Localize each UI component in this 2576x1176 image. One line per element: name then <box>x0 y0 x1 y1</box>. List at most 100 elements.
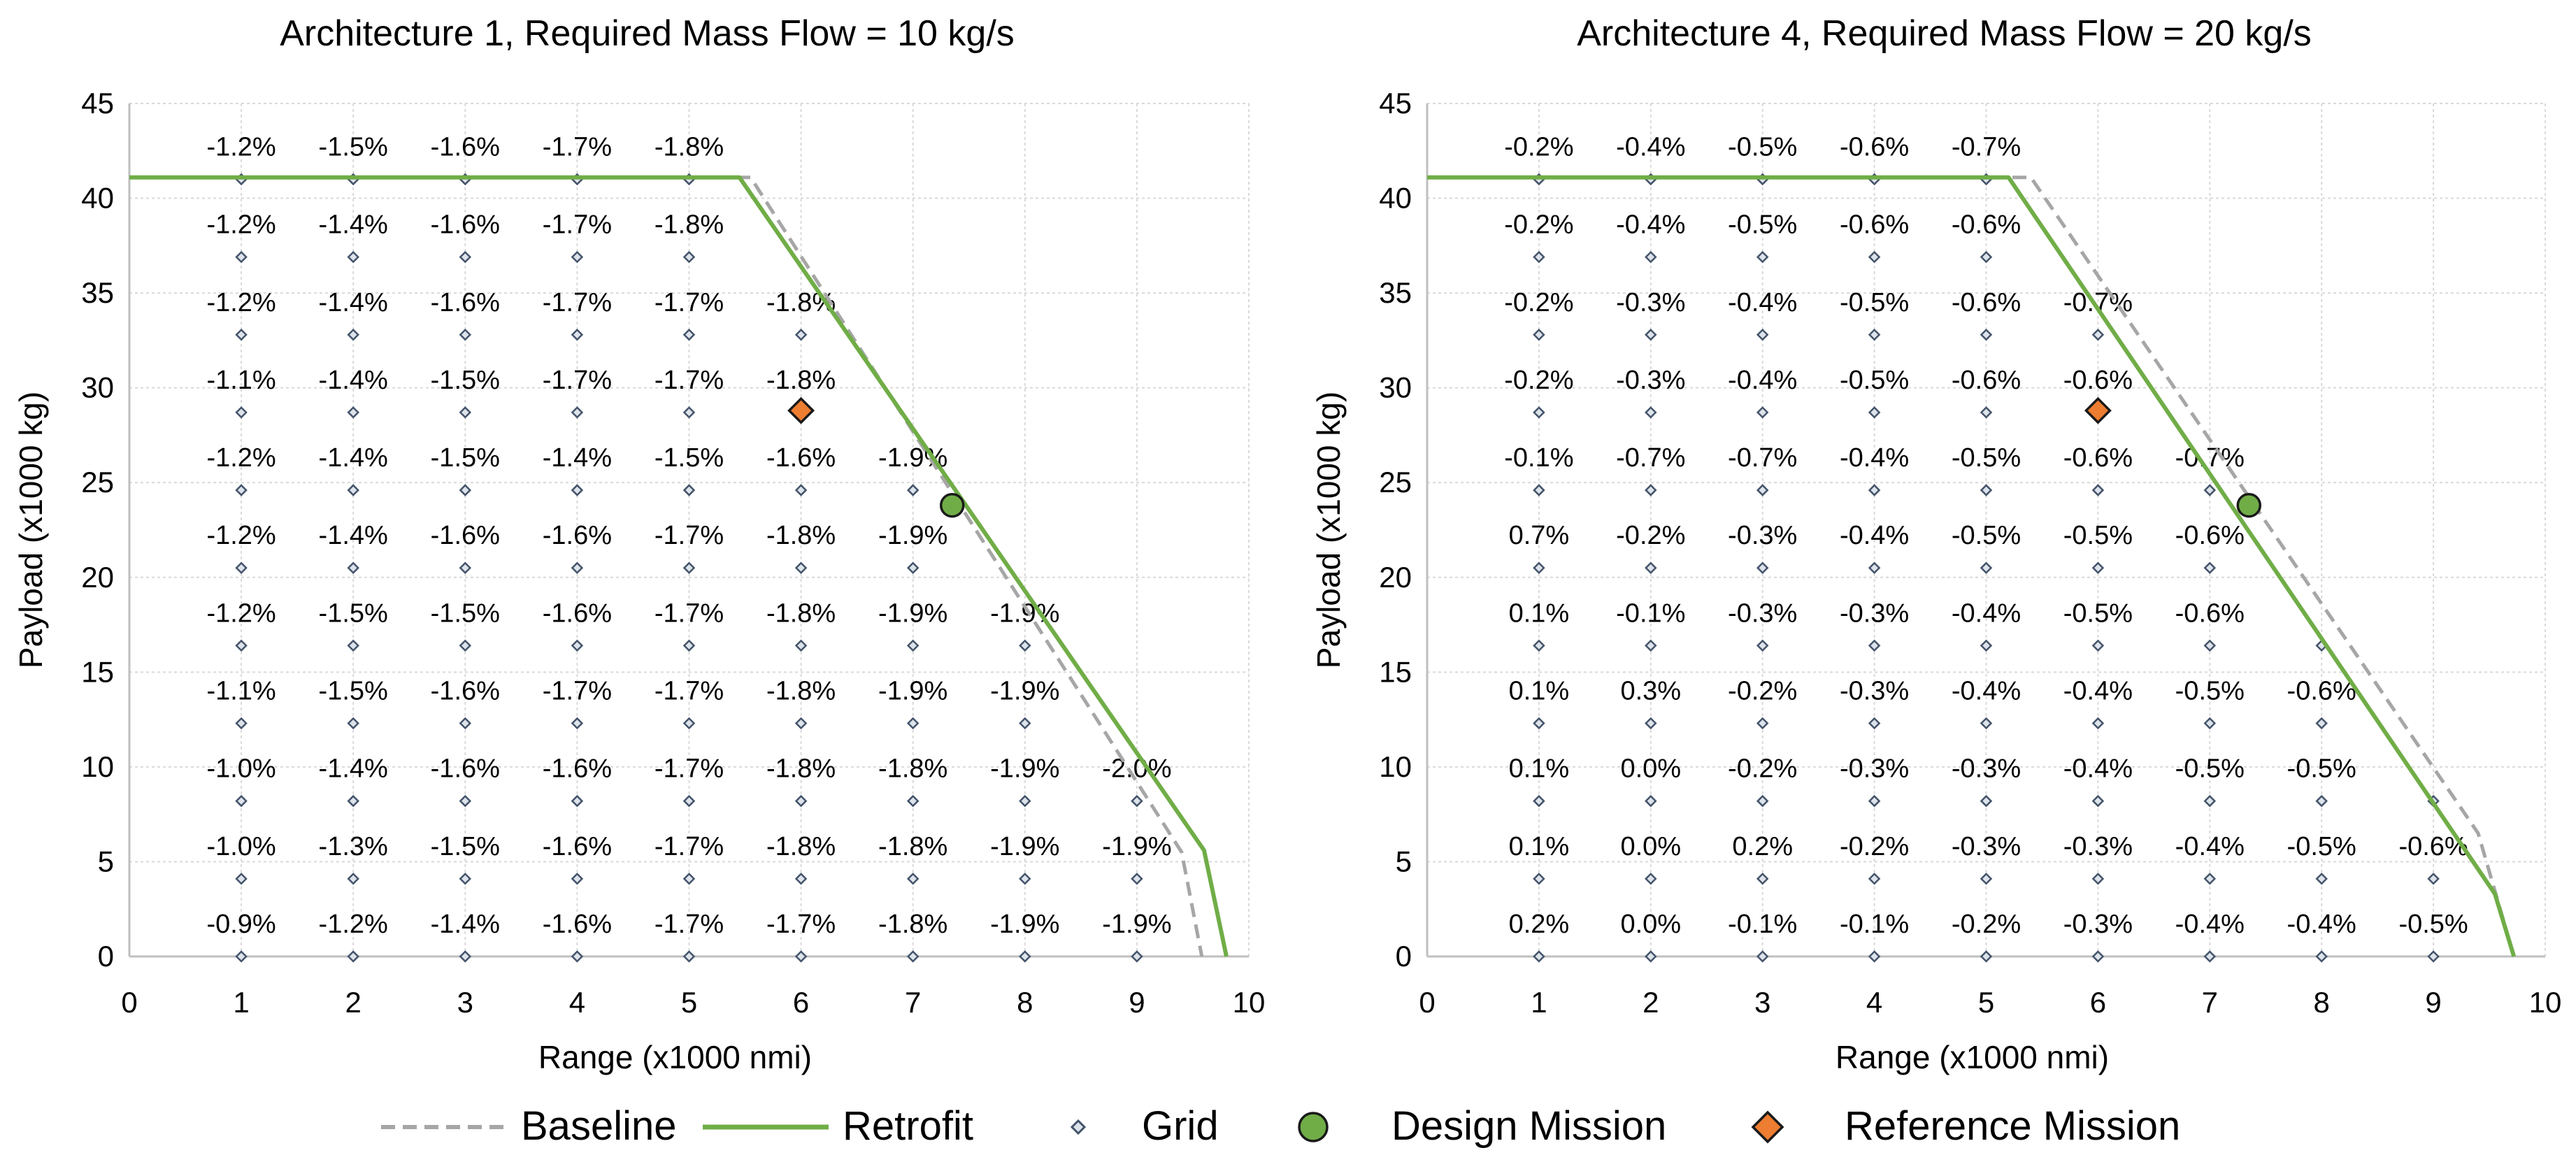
grid-point-label: -0.4% <box>1616 132 1685 162</box>
grid-point-label: -0.2% <box>1840 832 1909 861</box>
grid-point <box>794 950 808 963</box>
grid-point-label: -1.7% <box>543 677 612 706</box>
y-tick-label: 40 <box>1379 182 1412 215</box>
grid-point-label: -0.3% <box>1952 832 2021 861</box>
grid-point-label: -1.2% <box>319 910 388 939</box>
grid-point <box>1756 484 1769 496</box>
grid-point <box>2315 950 2328 963</box>
grid-point <box>347 328 359 341</box>
chart-panel-architecture-1: Architecture 1, Required Mass Flow = 10 … <box>13 13 1265 1075</box>
grid-point-label: -0.6% <box>2287 677 2356 706</box>
grid-point-label: -0.7% <box>1616 443 1685 473</box>
grid-point-label: 0.2% <box>1509 910 1570 939</box>
grid-point-label: -1.4% <box>543 443 612 473</box>
grid-point-label: -1.4% <box>319 443 388 473</box>
grid-point-label: -1.6% <box>431 288 500 317</box>
grid-point-label: -0.4% <box>1952 677 2021 706</box>
grid-point <box>1980 406 1993 419</box>
grid-point-label: -1.6% <box>543 598 612 628</box>
legend: Baseline Retrofit Grid Design Mission Refere… <box>381 1103 2180 1149</box>
grid-point <box>1533 873 1545 885</box>
grid-point <box>1131 794 1143 808</box>
grid-point <box>794 328 808 341</box>
grid-point-label: -0.5% <box>2063 521 2133 550</box>
grid-point <box>794 639 808 652</box>
grid-point-label: -1.4% <box>319 521 388 550</box>
y-tick-label: 40 <box>81 182 114 215</box>
grid-point-label: -1.3% <box>319 832 388 861</box>
grid-point <box>347 250 359 264</box>
y-tick-label: 30 <box>81 371 114 404</box>
legend-label-baseline: Baseline <box>521 1103 676 1149</box>
x-tick-label: 0 <box>121 986 137 1019</box>
grid-point-label: -1.9% <box>878 677 947 706</box>
x-tick-label: 2 <box>1643 986 1659 1019</box>
grid-point-label: -0.4% <box>2063 754 2133 784</box>
grid-point-label: 0.1% <box>1509 598 1570 628</box>
x-tick-label: 5 <box>1978 986 1994 1019</box>
grid-point <box>2091 484 2105 496</box>
grid-point-label: -0.2% <box>1616 521 1685 550</box>
grid-point-label: -0.6% <box>1952 210 2021 240</box>
grid-point-label: -1.6% <box>543 832 612 861</box>
legend-swatch-reference-mission <box>1751 1110 1784 1144</box>
grid-point-label: -0.7% <box>1728 443 1797 473</box>
grid-point-label: -1.7% <box>654 910 724 939</box>
grid-point-label: -1.8% <box>766 677 836 706</box>
grid-point-label: -0.3% <box>1728 598 1797 628</box>
grid-point-label: 0.7% <box>1509 521 1570 550</box>
grid-point <box>2091 794 2105 808</box>
grid-point-label: -0.2% <box>1504 210 1573 240</box>
y-tick-label: 0 <box>1396 940 1412 973</box>
grid-point-label: -0.5% <box>1728 132 1797 162</box>
chart-title: Architecture 4, Required Mass Flow = 20 … <box>1577 13 2312 54</box>
grid-point <box>2203 561 2217 574</box>
grid-point <box>1756 561 1769 574</box>
grid-point-label: -0.6% <box>2063 443 2133 473</box>
grid-point-label: 0.1% <box>1509 832 1570 861</box>
grid-point <box>459 328 472 341</box>
grid-point <box>906 717 920 730</box>
grid-point <box>571 639 584 652</box>
grid-point <box>1645 794 1657 808</box>
grid-point-label: -1.4% <box>319 288 388 317</box>
grid-point <box>1868 250 1881 264</box>
grid-point-label: -1.4% <box>319 754 388 784</box>
grid-point-label: -1.5% <box>431 598 500 628</box>
x-tick-label: 10 <box>2529 986 2562 1019</box>
x-axis-label: Range (x1000 nmi) <box>1836 1039 2109 1075</box>
x-tick-label: 8 <box>1017 986 1033 1019</box>
grid-point-label: -1.8% <box>766 521 836 550</box>
grid-point-label: -2.0% <box>1102 754 1171 784</box>
grid-point <box>1645 406 1657 419</box>
grid-point <box>1756 328 1769 341</box>
grid-point-label: -0.3% <box>1840 598 1909 628</box>
grid-point <box>906 873 920 885</box>
grid-point <box>2091 639 2105 652</box>
grid-point-label: 0.0% <box>1620 754 1681 784</box>
y-tick-label: 20 <box>1379 561 1412 594</box>
grid-point-label: -1.7% <box>654 366 724 395</box>
grid-point <box>1756 794 1769 808</box>
grid-point-label: -0.5% <box>1952 443 2021 473</box>
grid-point <box>2203 717 2217 730</box>
x-tick-label: 10 <box>1233 986 1266 1019</box>
grid-point-label: 0.0% <box>1620 832 1681 861</box>
grid-point <box>906 794 920 808</box>
grid-point-label: -1.6% <box>431 521 500 550</box>
grid-point-label: -1.5% <box>431 366 500 395</box>
grid-point-label: -1.9% <box>990 677 1059 706</box>
grid-point <box>459 794 472 808</box>
grid-point <box>571 406 584 419</box>
grid-point-label: -0.5% <box>1728 210 1797 240</box>
grid-point-label: -0.9% <box>206 910 276 939</box>
grid-point <box>1868 484 1881 496</box>
grid-point <box>1868 406 1881 419</box>
x-tick-label: 2 <box>345 986 362 1019</box>
grid-point <box>906 950 920 963</box>
grid-point-label: 0.0% <box>1620 910 1681 939</box>
grid-point <box>682 328 696 341</box>
grid-point <box>1980 328 1993 341</box>
grid-point <box>1533 717 1545 730</box>
grid-point <box>347 950 359 963</box>
